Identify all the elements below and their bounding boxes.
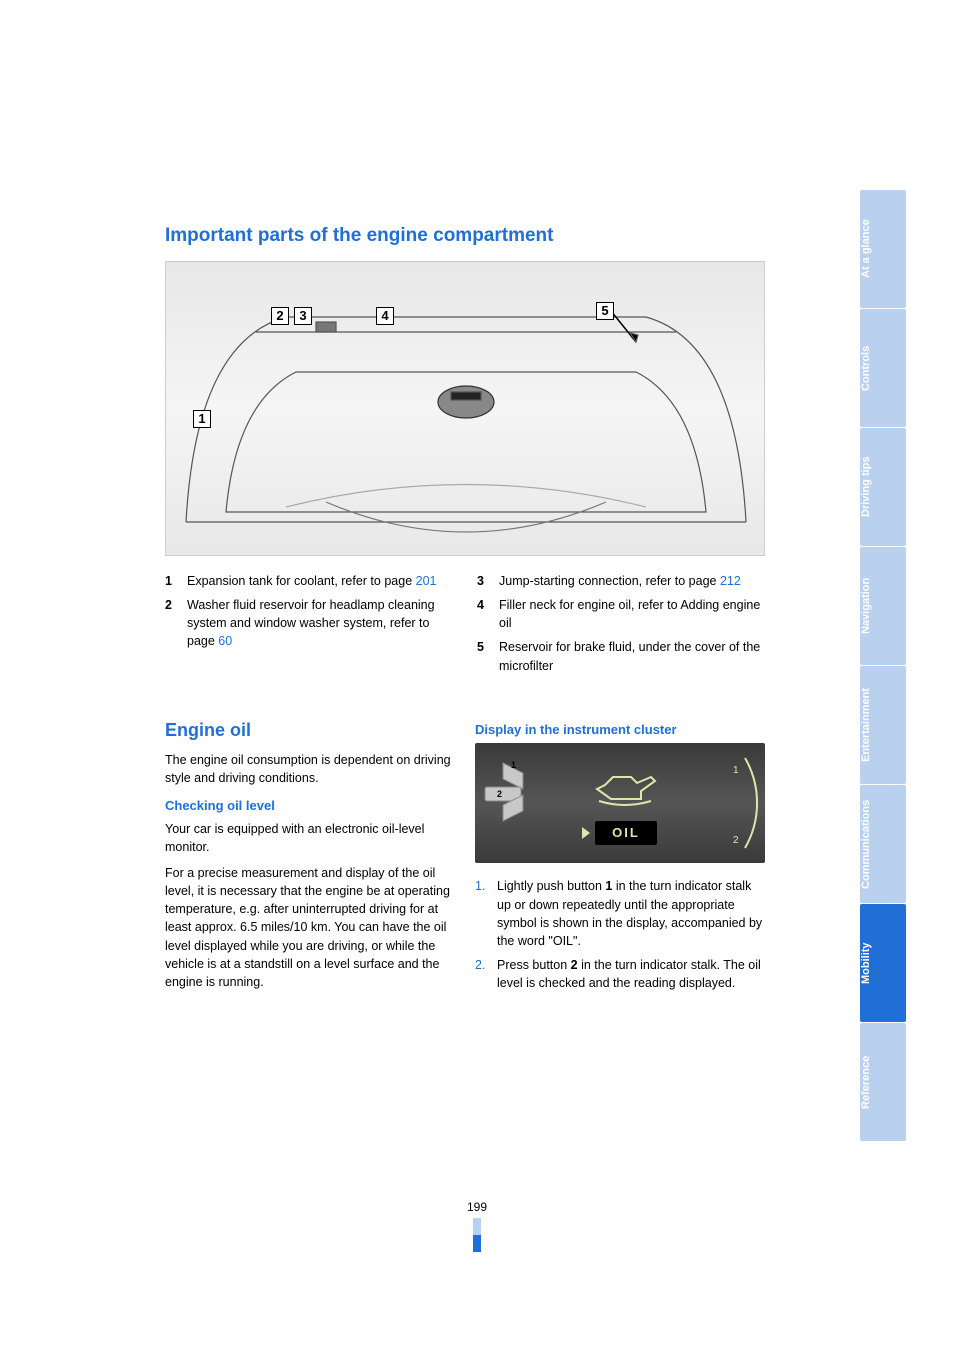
legend-item: 1Expansion tank for coolant, refer to pa…	[165, 572, 453, 590]
legend-number: 3	[477, 572, 499, 590]
callout-5: 5	[596, 302, 614, 320]
page-link[interactable]: 212	[720, 574, 741, 588]
legend-number: 2	[165, 596, 187, 650]
legend-text: Washer fluid reservoir for headlamp clea…	[187, 596, 453, 650]
legend-text: Jump-starting connection, refer to page …	[499, 572, 765, 590]
legend-item: 2Washer fluid reservoir for headlamp cle…	[165, 596, 453, 650]
section-tab[interactable]: At a glance	[860, 190, 906, 308]
legend-text: Reservoir for brake fluid, under the cov…	[499, 638, 765, 674]
instrument-cluster-diagram: 1 2 1 2	[475, 743, 765, 863]
section-tab[interactable]: Mobility	[860, 904, 906, 1022]
legend-text: Filler neck for engine oil, refer to Add…	[499, 596, 765, 632]
svg-text:1: 1	[511, 760, 516, 770]
legend-right: 3Jump-starting connection, refer to page…	[477, 572, 765, 675]
lower-columns: Engine oil The engine oil consumption is…	[165, 717, 765, 999]
checking-oil-heading: Checking oil level	[165, 797, 451, 816]
play-icon	[582, 827, 590, 839]
step-number: 1.	[475, 877, 497, 950]
section-tab[interactable]: Communications	[860, 785, 906, 903]
page-link[interactable]: 201	[416, 574, 437, 588]
engine-compartment-diagram: 12345	[165, 261, 765, 556]
step-text: Press button 2 in the turn indicator sta…	[497, 956, 765, 992]
engine-oil-p2: Your car is equipped with an electronic …	[165, 820, 451, 856]
section-tabs-sidebar: At a glanceControlsDriving tipsNavigatio…	[860, 190, 906, 1142]
engine-oil-heading: Engine oil	[165, 717, 451, 743]
callout-2: 2	[271, 307, 289, 325]
page-number: 199	[0, 1200, 954, 1214]
legend-item: 3Jump-starting connection, refer to page…	[477, 572, 765, 590]
legend-number: 5	[477, 638, 499, 674]
section-tab[interactable]: Navigation	[860, 547, 906, 665]
callout-4: 4	[376, 307, 394, 325]
legend-item: 4Filler neck for engine oil, refer to Ad…	[477, 596, 765, 632]
engine-oil-p3: For a precise measurement and display of…	[165, 864, 451, 991]
svg-text:1: 1	[733, 765, 739, 776]
section-tab[interactable]: Controls	[860, 309, 906, 427]
section-tab[interactable]: Driving tips	[860, 428, 906, 546]
oil-check-steps: 1.Lightly push button 1 in the turn indi…	[475, 877, 765, 992]
legend-left: 1Expansion tank for coolant, refer to pa…	[165, 572, 453, 651]
legend-number: 4	[477, 596, 499, 632]
step-number: 2.	[475, 956, 497, 992]
display-cluster-heading: Display in the instrument cluster	[475, 721, 765, 740]
section-tab[interactable]: Entertainment	[860, 666, 906, 784]
page-link[interactable]: 60	[218, 634, 232, 648]
section-tab[interactable]: Reference	[860, 1023, 906, 1141]
legend-text: Expansion tank for coolant, refer to pag…	[187, 572, 453, 590]
svg-text:2: 2	[733, 835, 739, 846]
section-heading: Important parts of the engine compartmen…	[165, 225, 765, 247]
svg-text:2: 2	[497, 789, 502, 799]
legend-item: 5Reservoir for brake fluid, under the co…	[477, 638, 765, 674]
step-item: 2.Press button 2 in the turn indicator s…	[475, 956, 765, 992]
step-text: Lightly push button 1 in the turn indica…	[497, 877, 765, 950]
legend-number: 1	[165, 572, 187, 590]
engine-oil-p1: The engine oil consumption is dependent …	[165, 751, 451, 787]
callout-1: 1	[193, 410, 211, 428]
oil-display-label: OIL	[595, 821, 657, 845]
page-indicator-bar	[473, 1218, 481, 1252]
step-item: 1.Lightly push button 1 in the turn indi…	[475, 877, 765, 950]
engine-diagram-svg	[166, 262, 766, 557]
engine-legend-columns: 1Expansion tank for coolant, refer to pa…	[165, 572, 765, 681]
cluster-svg: 1 2 1 2	[475, 743, 765, 863]
callout-3: 3	[294, 307, 312, 325]
